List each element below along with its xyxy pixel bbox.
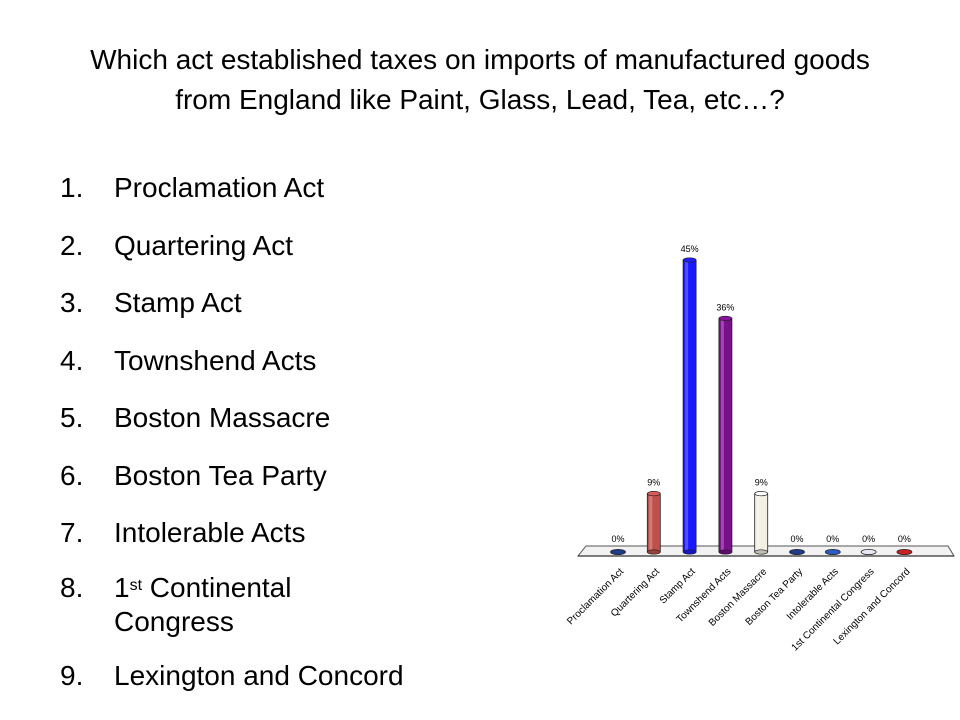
ordinal-suffix: st (129, 576, 143, 594)
answer-label-line2: Congress (114, 605, 234, 637)
answer-label-part: 1 (114, 571, 130, 603)
bar-8-zero (860, 548, 877, 555)
bar-base (682, 549, 697, 555)
bar-5 (754, 493, 769, 553)
bar-top (646, 491, 661, 497)
answer-number: 6. (60, 459, 84, 491)
answer-label: Boston Tea Party (114, 459, 327, 491)
bar-6-zero (789, 548, 805, 555)
answer-item-6: 6. Boston Tea Party (60, 456, 480, 496)
answer-label: Boston Massacre (114, 402, 331, 433)
answer-item-2: 2. Quartering Act (60, 226, 480, 266)
bar-top (754, 491, 769, 497)
answer-label: Stamp Act (114, 287, 242, 318)
bar-1-zero (610, 548, 626, 555)
bar-3 (682, 259, 697, 553)
bar-9-zero (896, 548, 913, 555)
answer-item-5: 5. Boston Massacre (60, 398, 480, 438)
bar-base (718, 549, 733, 555)
bar-7-zero (824, 548, 841, 555)
answer-label: Intolerable Acts (114, 517, 306, 548)
question-title: Which act established taxes on imports o… (90, 44, 870, 115)
data-label-8: 0% (862, 534, 875, 544)
answer-number: 4. (60, 344, 84, 376)
bar-top (682, 257, 697, 263)
bar-highlight (720, 318, 724, 552)
data-label-1: 0% (611, 534, 624, 544)
data-label-3: 45% (681, 244, 699, 254)
bar-base (646, 549, 661, 555)
answer-number: 2. (60, 229, 84, 261)
answer-item-9: 9. Lexington and Concord (60, 656, 480, 696)
answer-label: Lexington and Concord (114, 660, 404, 691)
bar-2 (646, 493, 661, 553)
answer-number: 9. (60, 660, 84, 691)
data-label-5: 9% (755, 478, 768, 488)
bar-highlight (649, 493, 653, 552)
bar-top (718, 315, 733, 321)
answer-list: 1. Proclamation Act 2. Quartering Act 3. St… (60, 168, 480, 714)
data-label-4: 36% (716, 302, 734, 312)
answer-label: Proclamation Act (114, 172, 325, 203)
answer-label: Quartering Act (114, 229, 293, 261)
answer-item-3: 3. Stamp Act (60, 283, 480, 323)
data-label-6: 0% (790, 534, 803, 544)
data-label-7: 0% (826, 534, 839, 544)
answer-label-part: Continental (142, 571, 292, 603)
answer-number: 1. (60, 172, 84, 203)
answer-number: 3. (60, 287, 84, 318)
answer-item-4: 4. Townshend Acts (60, 341, 480, 381)
data-label-9: 0% (898, 534, 911, 544)
answer-number: 5. (60, 402, 84, 433)
bar-highlight (756, 493, 760, 552)
bar-base (754, 549, 769, 555)
answer-label: Townshend Acts (114, 344, 317, 376)
answer-item-1: 1. Proclamation Act (60, 168, 480, 208)
data-label-2: 9% (647, 478, 660, 488)
answer-number: 8. (60, 571, 84, 603)
bar-highlight (685, 260, 689, 552)
answer-number: 7. (60, 517, 84, 548)
answer-item-8: 8. 1st Continental Congress (60, 571, 480, 639)
bar-4 (718, 318, 733, 553)
answer-item-7: 7. Intolerable Acts (60, 513, 480, 553)
